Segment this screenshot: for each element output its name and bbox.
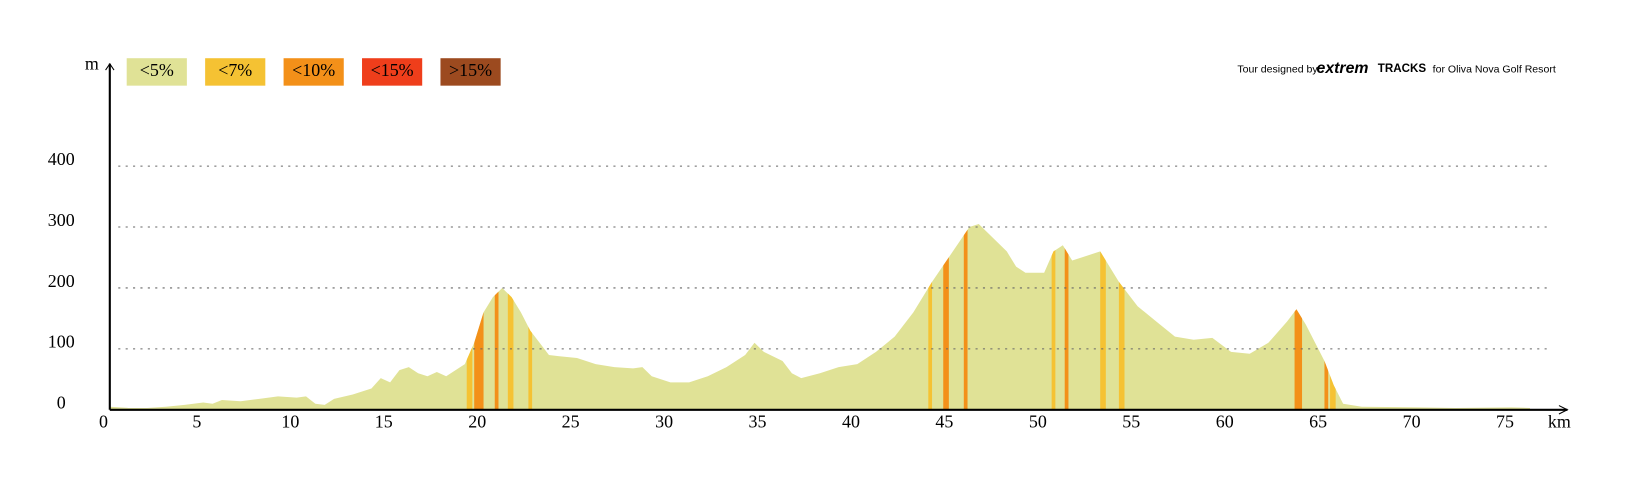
- x-tick-label: 50: [1029, 412, 1047, 432]
- x-tick-label: 10: [281, 412, 299, 432]
- x-tick-label: 55: [1122, 412, 1140, 432]
- grade-section: [963, 223, 968, 410]
- grade-section: [928, 223, 933, 410]
- grade-section: [1324, 223, 1329, 410]
- legend-label: >15%: [449, 60, 492, 80]
- y-axis-label: m: [85, 54, 99, 74]
- grade-section: [1051, 223, 1056, 410]
- x-tick-label: 40: [842, 412, 860, 432]
- x-tick-label: 0: [99, 412, 108, 432]
- y-axis-arrow: [105, 62, 115, 71]
- grade-section: [1118, 223, 1125, 410]
- x-axis-label: km: [1548, 412, 1571, 432]
- grade-section: [1294, 223, 1303, 410]
- grade-section: [494, 223, 499, 410]
- x-tick-label: 5: [192, 412, 201, 432]
- grade-section: [1100, 223, 1106, 410]
- x-tick-label: 15: [375, 412, 393, 432]
- grade-section: [466, 223, 473, 410]
- x-axis-arrow: [1558, 405, 1569, 415]
- credit: for Oliva Nova Golf Resort: [1433, 64, 1556, 76]
- x-tick-label: 60: [1216, 412, 1234, 432]
- credit-logo: extrem: [1317, 60, 1369, 77]
- x-tick-label: 70: [1403, 412, 1421, 432]
- x-tick-label: 30: [655, 412, 673, 432]
- grade-section: [474, 223, 484, 410]
- legend-swatch: [205, 58, 266, 86]
- legend-label: <15%: [371, 60, 414, 80]
- legend-swatch: [126, 58, 187, 86]
- x-tick-label: 25: [562, 412, 580, 432]
- y-tick-label: 100: [48, 332, 75, 352]
- y-tick-label: 200: [48, 271, 75, 291]
- x-tick-label: 65: [1309, 412, 1327, 432]
- x-tick-label: 20: [468, 412, 486, 432]
- legend-label: <5%: [140, 60, 174, 80]
- x-tick-label: 45: [935, 412, 953, 432]
- x-tick-label: 75: [1496, 412, 1514, 432]
- y-tick-label: 0: [57, 393, 66, 413]
- legend-label: <7%: [218, 60, 252, 80]
- legend-swatch: [362, 58, 423, 86]
- grade-section: [1064, 223, 1069, 410]
- grade-section: [507, 223, 514, 410]
- grade-section: [943, 223, 949, 410]
- legend-swatch: [440, 58, 501, 86]
- credit: Tour designed by: [1237, 64, 1318, 76]
- y-tick-label: 300: [48, 210, 75, 230]
- elevation-area: [109, 223, 1531, 410]
- y-tick-label: 400: [48, 149, 75, 169]
- grade-section: [528, 223, 533, 410]
- credit-logo: TRACKS: [1378, 62, 1427, 75]
- grade-section: [1330, 223, 1336, 410]
- legend-swatch: [283, 58, 344, 86]
- legend-label: <10%: [292, 60, 335, 80]
- x-tick-label: 35: [749, 412, 767, 432]
